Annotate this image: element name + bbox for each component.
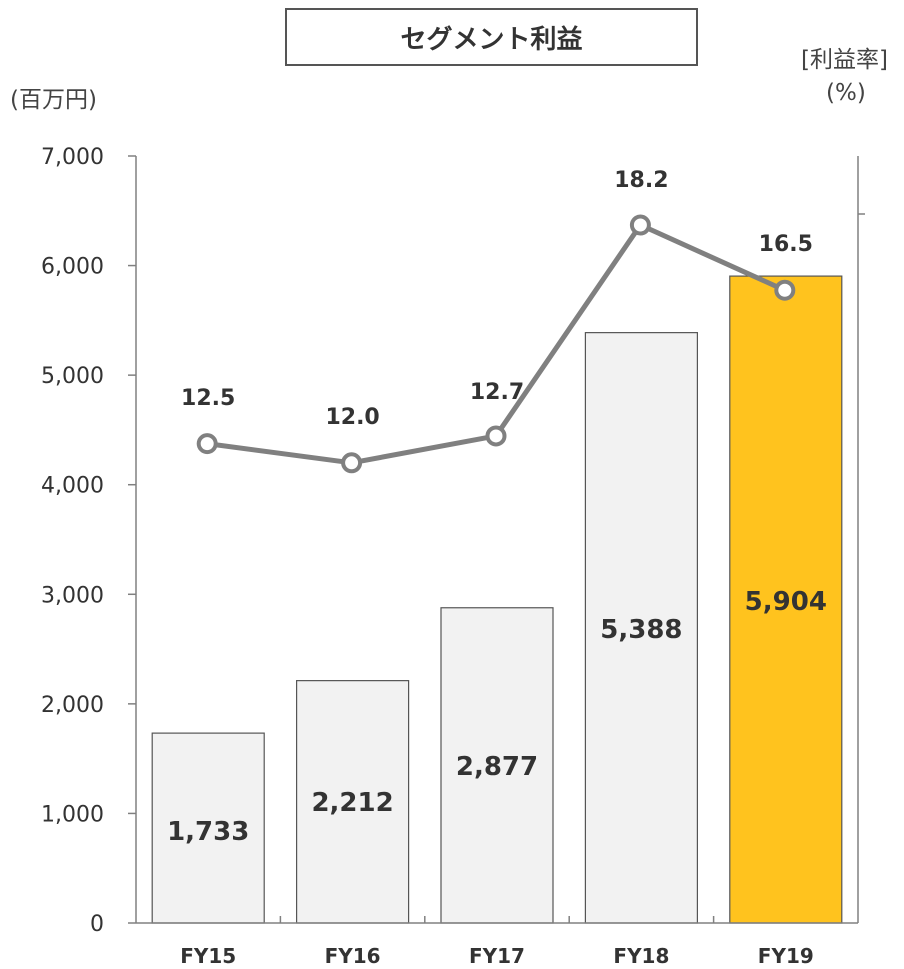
margin-value-label: 12.0 <box>325 405 379 430</box>
y-tick-label: 4,000 <box>41 474 104 499</box>
y-tick-label: 3,000 <box>41 583 104 608</box>
margin-point <box>774 279 796 301</box>
y-tick-label: 6,000 <box>41 255 104 280</box>
bar-value-label: 2,212 <box>311 788 393 818</box>
margin-point <box>629 214 651 236</box>
y-tick-label: 1,000 <box>41 802 104 827</box>
y-tick-label: 7,000 <box>41 145 104 170</box>
margin-point <box>341 452 363 474</box>
margin-value-label: 18.2 <box>614 168 668 193</box>
bar-fy18 <box>584 332 699 924</box>
x-tick-label: FY19 <box>758 944 814 968</box>
right-axis-unit-label: [利益率] <box>801 47 888 73</box>
margin-value-label: 12.5 <box>181 386 235 411</box>
margin-point <box>485 425 507 447</box>
y-tick-label: 5,000 <box>41 364 104 389</box>
x-tick-label: FY18 <box>613 944 669 968</box>
y-tick-label: 2,000 <box>41 693 104 718</box>
bar-value-label: 2,877 <box>456 752 538 782</box>
x-tick-label: FY16 <box>325 944 381 968</box>
margin-value-label: 12.7 <box>470 380 524 405</box>
bar-fy15 <box>151 732 265 924</box>
bar-fy16 <box>296 680 410 924</box>
y-tick-label: 0 <box>90 912 104 937</box>
right-axis-unit: (%) <box>826 80 866 106</box>
bar-value-label: 5,388 <box>600 615 682 645</box>
margin-point <box>196 433 218 455</box>
x-tick-label: FY17 <box>469 944 525 968</box>
margin-value-label: 16.5 <box>759 232 813 257</box>
bar-fy19 <box>729 275 843 924</box>
chart-title: セグメント利益 <box>285 8 698 66</box>
bar-value-label: 1,733 <box>167 817 249 847</box>
bar-fy17 <box>440 607 554 924</box>
x-tick-label: FY15 <box>180 944 236 968</box>
left-axis-unit: (百万円) <box>10 87 97 113</box>
bar-value-label: 5,904 <box>745 587 827 617</box>
